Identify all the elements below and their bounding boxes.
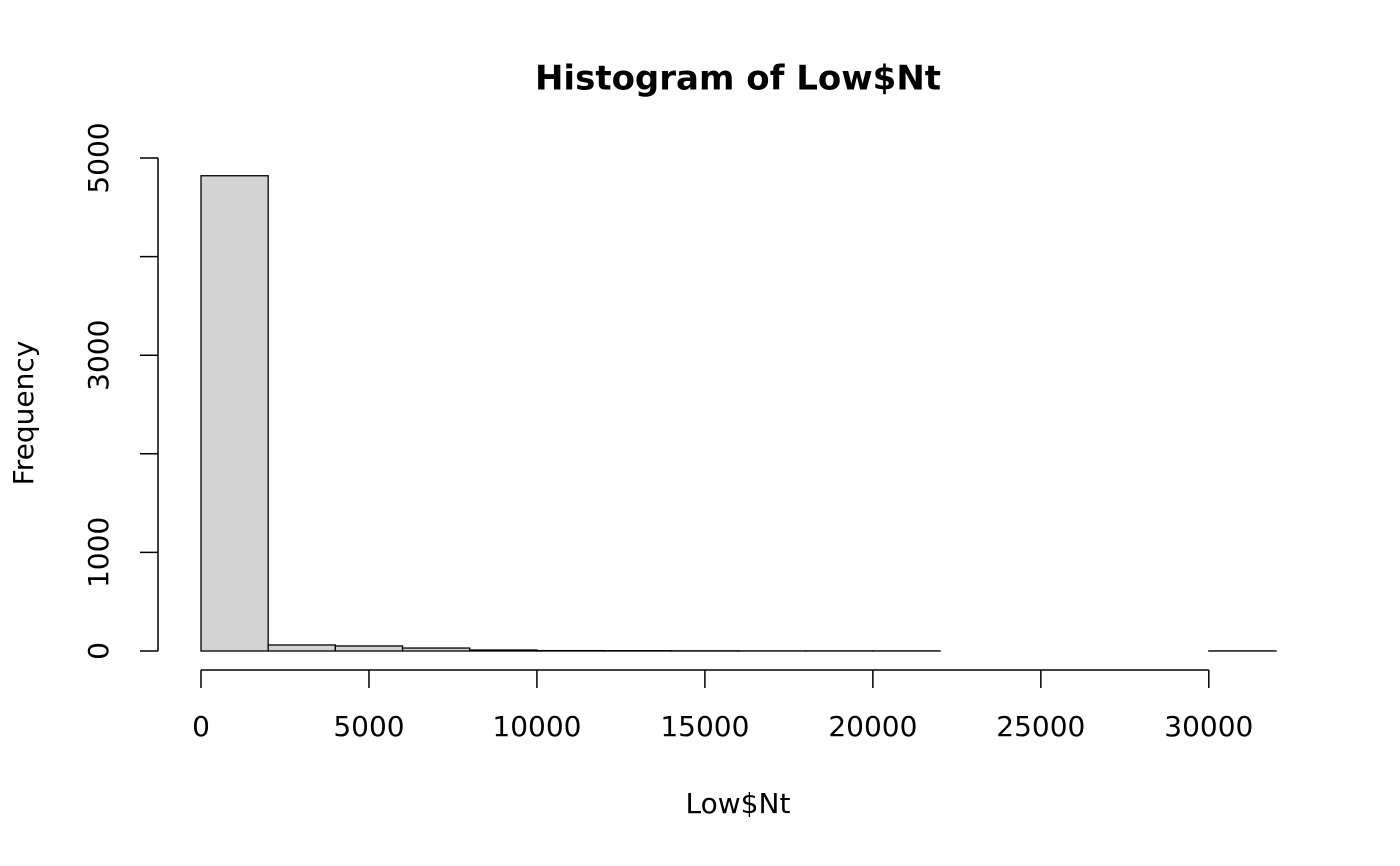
y-axis-label: Frequency (7, 341, 40, 486)
bar (334, 645, 404, 652)
x-tick-label: 25000 (996, 710, 1085, 743)
y-tick-label: 5000 (82, 122, 115, 193)
x-tick-label: 5000 (333, 710, 404, 743)
bar (401, 647, 471, 652)
y-tick-label: 3000 (82, 320, 115, 391)
y-tick-label: 0 (82, 642, 115, 660)
x-tick-label: 20000 (828, 710, 917, 743)
x-tick-label: 30000 (1164, 710, 1253, 743)
y-tick-label: 1000 (82, 517, 115, 588)
x-tick-label: 10000 (492, 710, 581, 743)
chart-title: Histogram of Low$Nt (535, 59, 941, 99)
bar (469, 649, 538, 652)
bar (200, 175, 269, 652)
x-tick-label: 0 (192, 710, 210, 743)
x-axis-label: Low$Nt (686, 787, 791, 820)
bar (267, 644, 337, 652)
x-tick-label: 15000 (660, 710, 749, 743)
